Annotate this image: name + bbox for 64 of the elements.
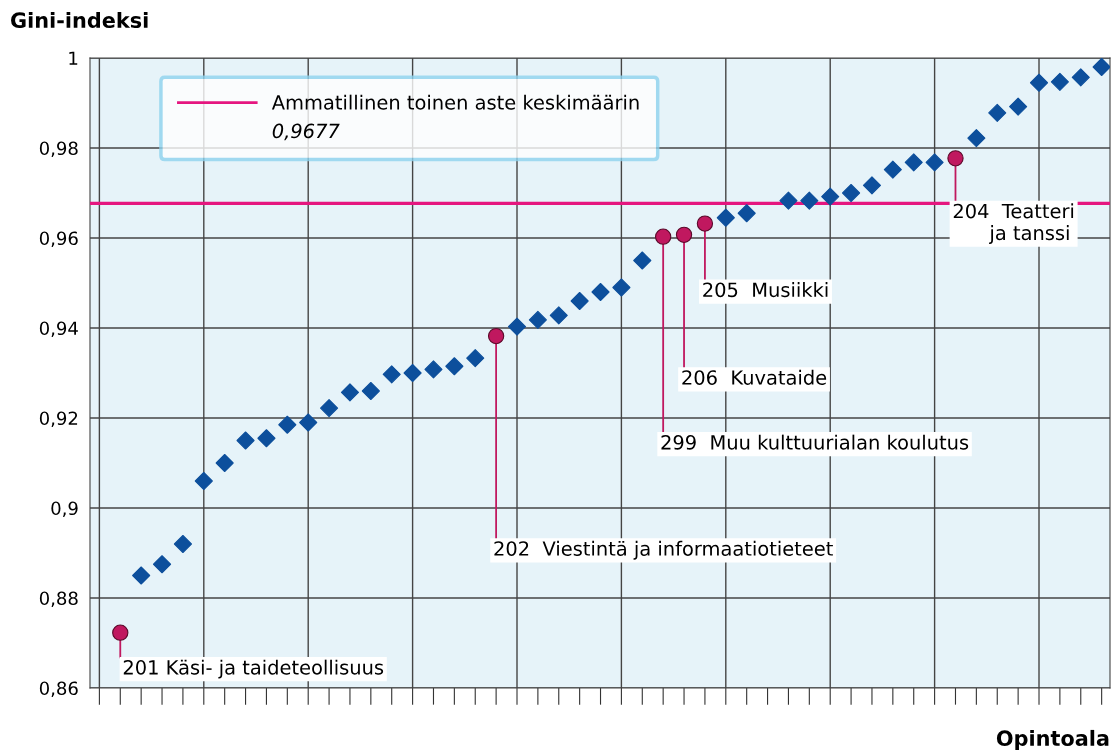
annotation: 201 Käsi- ja taideteollisuus — [123, 659, 384, 679]
point — [842, 183, 861, 203]
point — [883, 160, 902, 179]
point — [320, 399, 339, 418]
annotation: 299 Muu kulttuurialan koulutus — [661, 434, 969, 450]
point — [299, 413, 318, 432]
point — [487, 327, 505, 345]
point — [633, 251, 652, 270]
point — [528, 310, 547, 329]
point — [696, 215, 714, 232]
annotation: 204 Teatteri ja tanssi — [953, 203, 1074, 244]
point — [655, 228, 672, 245]
point — [925, 153, 944, 172]
point — [257, 429, 276, 448]
legend-label: Ammatillinen toinen aste keskimäärin 0,9677 — [271, 94, 639, 141]
point — [236, 431, 255, 450]
point — [278, 415, 297, 434]
y-axis-title: Gini-indeksi — [11, 11, 148, 29]
point — [424, 360, 443, 379]
point — [112, 624, 129, 641]
point — [716, 208, 735, 227]
annotation: 202 Viestintä ja informaatiotieteet — [494, 540, 833, 560]
point — [549, 306, 568, 325]
point — [737, 204, 756, 223]
y-tick-label: 0,88 — [39, 591, 78, 607]
point — [507, 317, 527, 336]
point — [194, 471, 213, 491]
point — [382, 365, 401, 384]
point — [988, 103, 1007, 122]
point — [361, 381, 380, 401]
point — [967, 129, 986, 148]
x-axis-title: Opintoala — [996, 729, 1109, 751]
point — [403, 363, 422, 383]
y-tick-label: 0,96 — [39, 231, 78, 247]
y-tick-label: 0,92 — [39, 411, 78, 427]
point — [570, 291, 589, 311]
point — [1071, 68, 1090, 87]
point — [947, 150, 964, 167]
y-tick-label: 0,98 — [39, 141, 78, 157]
point — [215, 453, 234, 473]
point — [1009, 97, 1028, 116]
y-tick-label: 0,9 — [51, 501, 78, 517]
point — [340, 383, 360, 402]
point — [800, 191, 819, 210]
point — [904, 153, 923, 172]
point — [862, 176, 882, 195]
point — [1092, 58, 1110, 77]
y-tick-label: 1 — [69, 51, 78, 65]
point — [466, 349, 485, 368]
annotation: 205 Musiikki — [703, 282, 828, 298]
point — [445, 357, 464, 376]
y-tick-label: 0,94 — [39, 321, 78, 337]
point — [1050, 72, 1069, 91]
point — [1029, 73, 1049, 92]
point — [132, 566, 151, 585]
annotation: 206 Kuvataide — [682, 369, 827, 385]
y-tick-label: 0,86 — [39, 681, 78, 697]
point — [152, 555, 172, 574]
point — [675, 226, 693, 244]
point — [591, 282, 610, 302]
point — [779, 191, 798, 210]
point — [821, 187, 840, 206]
point — [173, 534, 192, 554]
point — [612, 278, 631, 297]
